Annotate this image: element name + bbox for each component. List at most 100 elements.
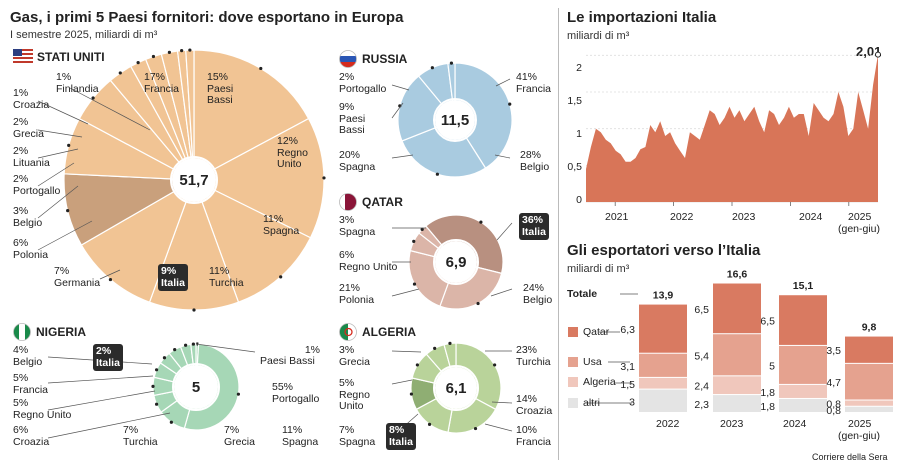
bar-2025-usa	[845, 363, 893, 400]
legend-totale: Totale	[567, 288, 598, 300]
pie-leader-dot	[188, 48, 192, 52]
bar-2023-algeria	[713, 376, 761, 395]
imports-title: Le importazioni Italia	[567, 9, 717, 26]
russia-label-francia: 41% Francia	[516, 71, 552, 95]
x-tick-2022: 2022	[670, 211, 694, 223]
russia-flag-icon	[339, 50, 357, 73]
leader-line	[490, 288, 513, 297]
algeria-label-spagna: 7% Spagna	[339, 424, 376, 448]
bar-value-label: 1,8	[760, 387, 775, 399]
bar-2024-altri	[779, 398, 827, 412]
pie-total-label: 6,9	[446, 254, 467, 271]
pie-leader-dot	[473, 426, 478, 431]
imports-area-chart	[586, 51, 881, 206]
pie-center-hole	[435, 241, 477, 283]
main-subtitle: I semestre 2025, miliardi di m³	[10, 29, 158, 41]
usa-label-paesi-bassi: 15% Paesi Bassi	[207, 71, 234, 106]
pie-leader-dot	[154, 368, 159, 372]
qatar-label-polonia: 21% Polonia	[339, 282, 375, 306]
x-tick-2023: 2023	[732, 211, 756, 223]
leader-line	[37, 100, 89, 125]
leader-line	[391, 350, 422, 353]
legend-algeria: Algeria	[583, 376, 616, 388]
leader-line	[494, 154, 511, 159]
imports-area	[586, 54, 878, 202]
y-tick-1-5: 1,5	[567, 95, 582, 107]
pie-center-ring	[433, 98, 477, 142]
x-tick-2025: 2025	[848, 211, 872, 223]
imports-last-point	[875, 51, 881, 58]
pie-leader-dot	[184, 343, 188, 347]
pie-leader-dot	[476, 301, 480, 306]
pie-leader-dot	[430, 66, 434, 70]
leader-line	[491, 401, 513, 404]
pie-leader-dot	[236, 392, 240, 396]
leader-line	[37, 185, 79, 219]
pie-center-ring	[170, 156, 218, 204]
pie-leader-dot	[322, 176, 326, 180]
qatar-label-belgio: 24% Belgio	[523, 282, 553, 306]
x-tick-2021: 2021	[605, 211, 629, 223]
pie-leader-dot	[67, 143, 71, 147]
algeria-label-italia: 8% Italia	[386, 423, 416, 450]
pie-leader-dot	[412, 282, 417, 286]
pie-total-label: 11,5	[441, 112, 469, 129]
bar-2023-usa	[713, 334, 761, 376]
exporters-bar-chart: 3 1,5 3,1 6,3 13,9 2,3 2,4 5,4 6,5 16,6 1,8 1,8 5 6,5…	[568, 270, 893, 417]
pie-leader-dot	[169, 420, 173, 424]
pie-leader-dot	[448, 341, 452, 346]
russia-label-belgio: 28% Belgio	[520, 149, 550, 173]
pie-center-hole	[174, 365, 218, 409]
nigeria-label-turchia: 7% Turchia	[123, 424, 158, 448]
usa-label-polonia: 6% Polonia	[13, 237, 49, 261]
y-tick-2: 2	[576, 62, 582, 74]
usa-title: STATI UNITI	[37, 50, 105, 64]
usa-flag-icon	[13, 49, 33, 63]
pie-center-hole	[435, 367, 477, 409]
bar-total-label: 9,8	[862, 322, 877, 334]
pie-leader-dot	[409, 392, 414, 396]
legend-swatch-qatar	[568, 327, 578, 337]
leader-line	[99, 269, 121, 280]
nigeria-label-belgio: 4% Belgio	[13, 344, 43, 368]
bar-value-label: 0,8	[826, 399, 841, 411]
bar-2025-qatar	[845, 336, 893, 363]
algeria-label-regno-unito: 5% Regno Unito	[339, 377, 370, 412]
bar-2025-algeria	[845, 400, 893, 406]
algeria-flag-icon	[339, 323, 357, 346]
bar-2022-algeria	[639, 377, 687, 389]
bar-value-label: 3	[629, 396, 635, 408]
usa-label-portogallo: 2% Portogallo	[13, 173, 61, 197]
leader-line	[391, 84, 410, 91]
usa-label-turchia: 11% Turchia	[209, 265, 244, 289]
pie-leader-dot	[162, 356, 167, 360]
pie-leader-dot	[91, 96, 95, 100]
bar-value-label: 1,5	[620, 379, 635, 391]
nigeria-label-paesi-bassi: 1%	[304, 344, 320, 356]
pie-center-ring	[172, 363, 220, 411]
leader-line	[391, 288, 420, 297]
source-credit: Corriere della Sera	[812, 452, 888, 462]
nigeria-label-francia: 5% Francia	[13, 372, 49, 396]
nigeria-label-paesi-bassi-name: Paesi Bassi	[260, 355, 315, 367]
russia-title: RUSSIA	[362, 52, 408, 66]
bar-total-label: 13,9	[653, 290, 674, 302]
pie-leader-dot	[279, 275, 283, 279]
usa-label-grecia: 2% Grecia	[13, 116, 44, 140]
bar-2022-usa	[639, 353, 687, 377]
pie-leader-dot	[136, 61, 140, 65]
pie-leader-dot	[415, 363, 419, 367]
russia-label-spagna: 20% Spagna	[339, 149, 376, 173]
legend-usa: Usa	[583, 356, 602, 368]
usa-label-francia: 17% Francia	[144, 71, 180, 95]
leader-line	[47, 390, 156, 411]
bar-total-label: 16,6	[727, 270, 748, 281]
bar-total-label: 15,1	[793, 280, 814, 292]
nigeria-label-regno-unito: 5% Regno Unito	[13, 397, 72, 421]
pie-leader-dot	[151, 54, 156, 59]
bar-year-2023: 2023	[720, 418, 744, 430]
legend-qatar: Qatar	[583, 326, 610, 338]
pie-leader-dot	[412, 239, 416, 243]
russia-label-paesi-bassi: 9% Paesi Bassi	[339, 101, 366, 136]
qatar-label-spagna: 3% Spagna	[339, 214, 376, 238]
